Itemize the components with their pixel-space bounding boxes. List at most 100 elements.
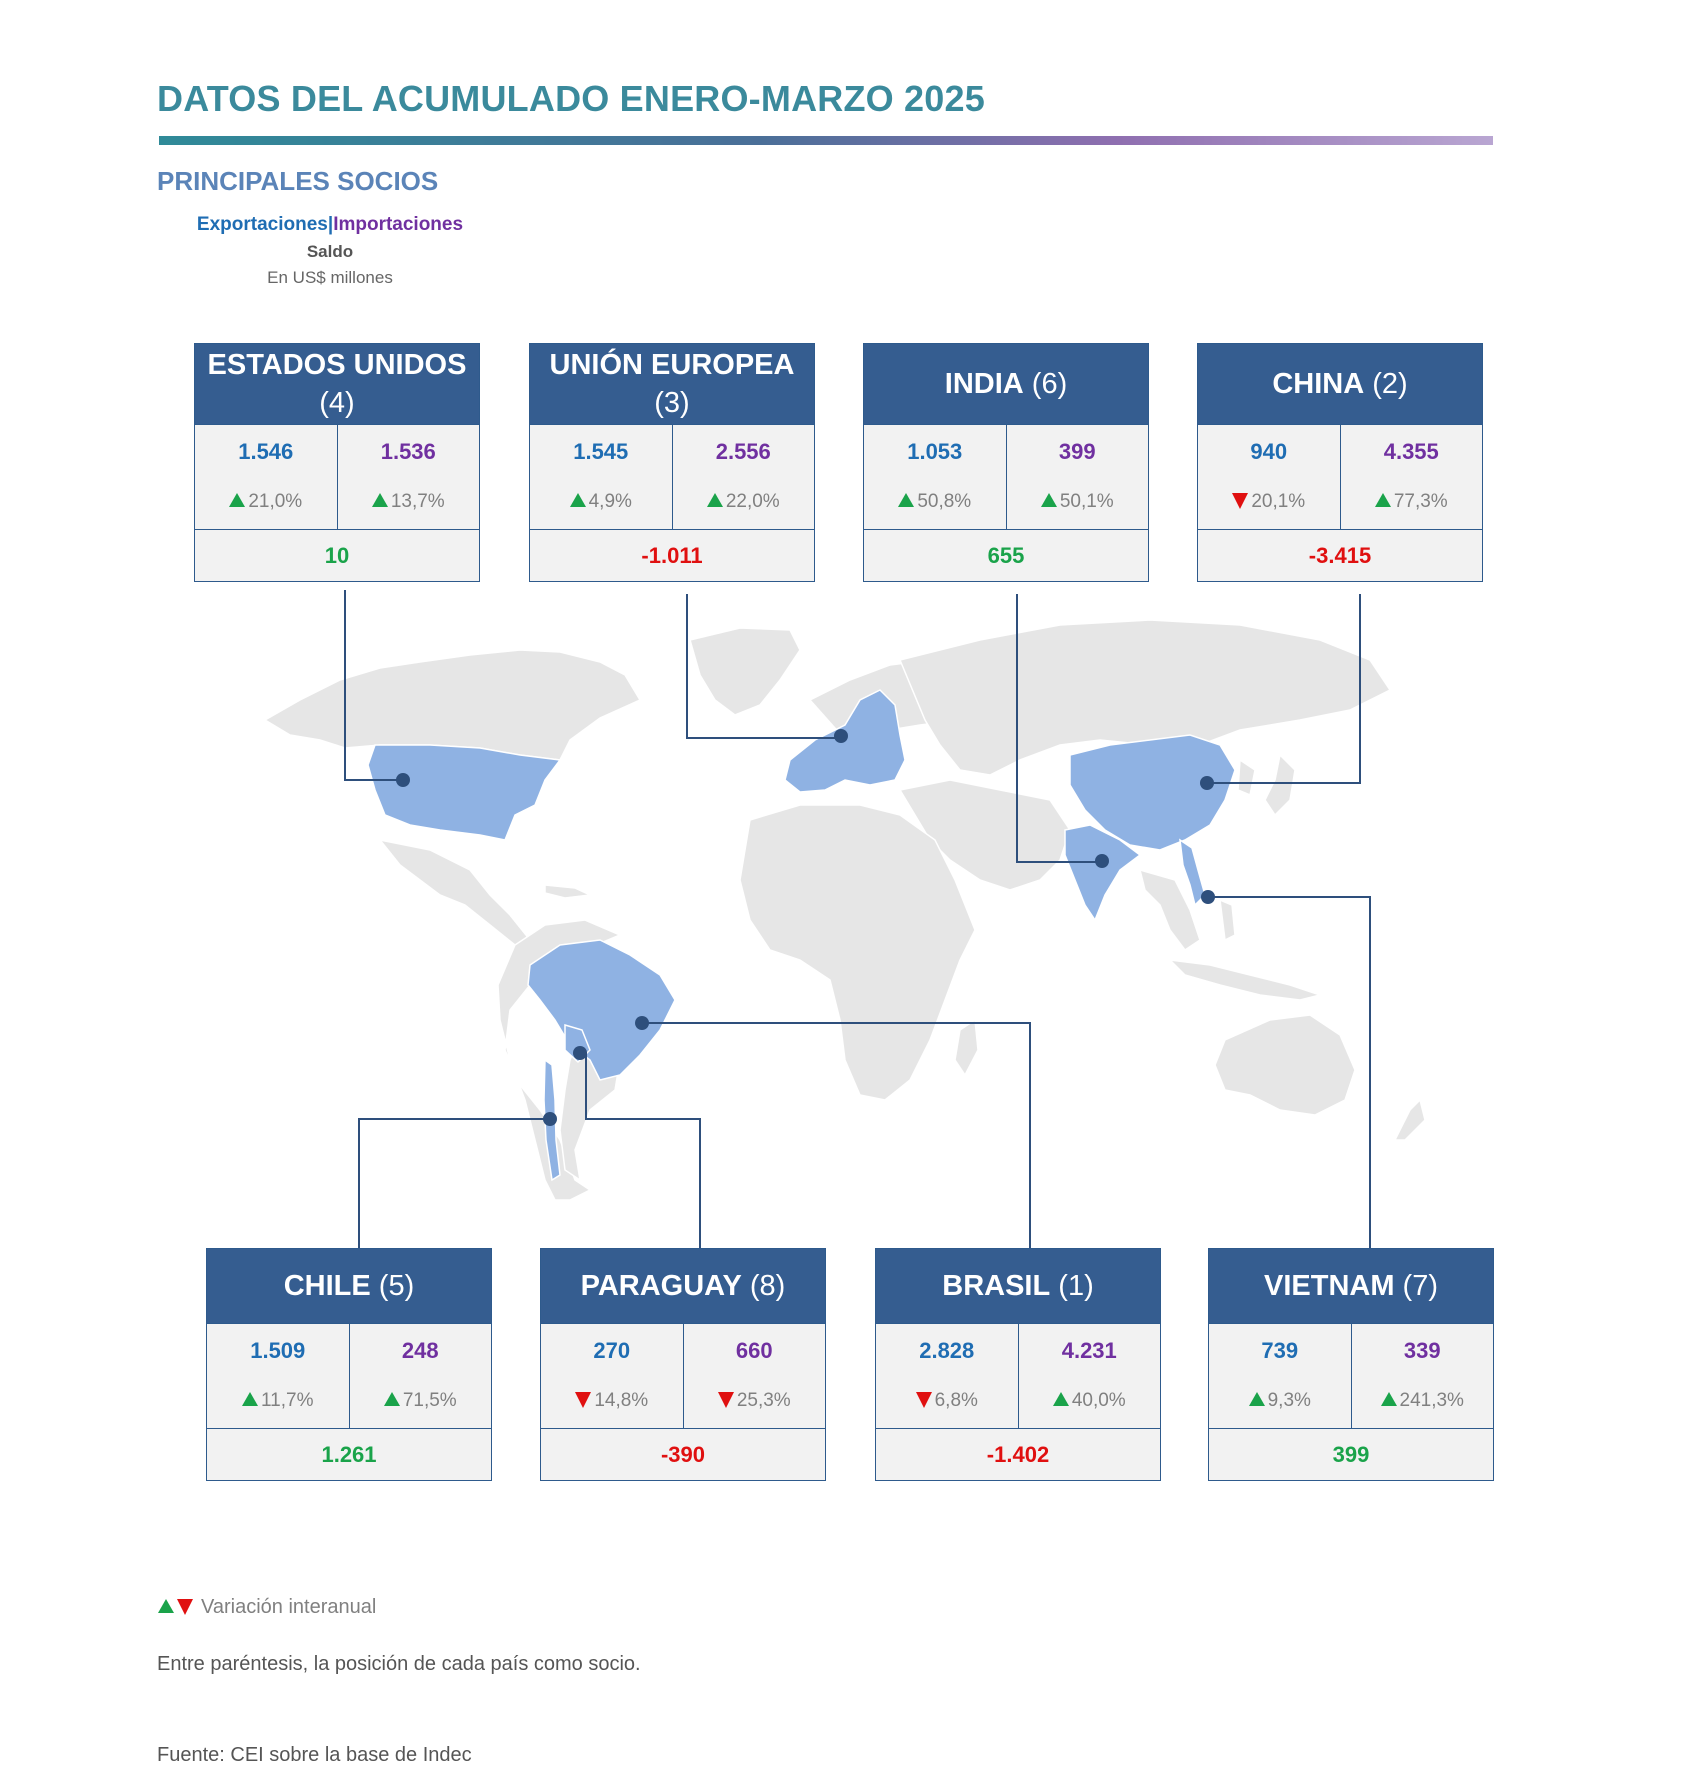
exports-variation: 4,9% [530, 491, 672, 513]
imports-value: 2.556 [715, 439, 771, 464]
legend-exports-label: Exportaciones [196, 214, 328, 235]
partner-header: ESTADOS UNIDOS (4) [195, 344, 479, 424]
arrow-up-icon [383, 1392, 400, 1406]
partner-name: VIETNAM [1263, 1270, 1395, 1302]
arrow-up-icon [371, 493, 388, 507]
exports-value: 1.546 [238, 439, 294, 464]
exports-value: 270 [593, 1338, 631, 1363]
balance-value: 1.261 [207, 1428, 491, 1480]
partner-rank: (6) [1031, 368, 1068, 400]
exports-variation: 50,8% [864, 491, 1006, 513]
title-divider [159, 136, 1493, 145]
balance-value: -3.415 [1198, 529, 1482, 581]
imports-cell: 2.556 22,0% [671, 425, 815, 529]
exports-cell: 940 20,1% [1198, 425, 1340, 529]
imports-variation: 25,3% [684, 1390, 826, 1412]
variation-legend-label: Variación interanual [201, 1596, 377, 1618]
exports-value: 739 [1261, 1338, 1299, 1363]
marker-eu [834, 729, 848, 743]
imports-cell: 4.231 40,0% [1017, 1324, 1161, 1428]
imports-variation: 77,3% [1341, 491, 1483, 513]
marker-vietnam [1201, 890, 1215, 904]
partner-rank: (3) [654, 387, 690, 419]
imports-variation: 40,0% [1019, 1390, 1161, 1412]
partner-name: ESTADOS UNIDOS [207, 349, 467, 381]
partner-rank: (1) [1058, 1270, 1094, 1302]
imports-cell: 399 50,1% [1005, 425, 1149, 529]
partner-markers [396, 729, 1215, 1126]
exports-cell: 739 9,3% [1209, 1324, 1351, 1428]
legend-units: En US$ millones [267, 268, 393, 287]
imports-value: 4.355 [1383, 439, 1439, 464]
arrow-down-icon [575, 1392, 592, 1408]
partner-header: VIETNAM (7) [1209, 1249, 1493, 1323]
imports-value: 399 [1058, 439, 1096, 464]
arrow-up-icon [1248, 1392, 1265, 1406]
rank-note: Entre paréntesis, la posición de cada pa… [157, 1653, 641, 1675]
arrow-up-icon [1374, 493, 1391, 507]
map-vietnam [1179, 838, 1206, 907]
partner-card-paraguay: PARAGUAY (8) 270 14,8% 660 25,3% -390 [540, 1248, 826, 1481]
exports-value: 1.545 [573, 439, 629, 464]
marker-india [1095, 854, 1109, 868]
balance-value: 399 [1209, 1428, 1493, 1480]
imports-variation: 13,7% [338, 491, 480, 513]
exports-value: 940 [1250, 439, 1288, 464]
partner-card-china: CHINA (2) 940 20,1% 4.355 77,3% -3.415 [1197, 343, 1483, 582]
partner-card-chile: CHILE (5) 1.509 11,7% 248 71,5% 1.261 [206, 1248, 492, 1481]
map-china [1069, 734, 1236, 851]
imports-variation: 50,1% [1007, 491, 1149, 513]
exports-variation: 14,8% [541, 1390, 683, 1412]
imports-variation: 22,0% [673, 491, 815, 513]
imports-cell: 4.355 77,3% [1339, 425, 1483, 529]
partner-name: PARAGUAY [580, 1270, 742, 1302]
values-legend: Exportaciones|Importaciones Saldo En US$… [160, 212, 500, 291]
arrow-up-icon [706, 493, 723, 507]
exports-cell: 1.509 11,7% [207, 1324, 349, 1428]
exports-value: 1.053 [907, 439, 963, 464]
partner-card-india: INDIA (6) 1.053 50,8% 399 50,1% 655 [863, 343, 1149, 582]
imports-value: 339 [1403, 1338, 1441, 1363]
exports-value: 1.509 [250, 1338, 306, 1363]
balance-value: 10 [195, 529, 479, 581]
variation-legend: Variación interanual [158, 1596, 376, 1619]
arrow-up-icon [1052, 1392, 1069, 1406]
arrow-up-icon [569, 493, 586, 507]
highlighted-countries [367, 689, 1236, 1182]
legend-balance-label: Saldo [306, 242, 354, 261]
map-chile [543, 1058, 561, 1182]
arrow-up-icon [158, 1599, 174, 1613]
arrow-down-icon [1232, 493, 1249, 509]
exports-cell: 1.546 21,0% [195, 425, 337, 529]
partner-rank: (8) [749, 1270, 786, 1302]
partner-rank: (4) [319, 387, 355, 419]
page-title: DATOS DEL ACUMULADO ENERO-MARZO 2025 [157, 78, 985, 119]
map-eu [784, 689, 906, 793]
arrow-up-icon [229, 493, 246, 507]
imports-variation: 71,5% [350, 1390, 492, 1412]
exports-variation: 9,3% [1209, 1390, 1351, 1412]
arrow-up-icon [898, 493, 915, 507]
imports-cell: 1.536 13,7% [336, 425, 480, 529]
exports-cell: 270 14,8% [541, 1324, 683, 1428]
map-paraguay [564, 1023, 591, 1064]
imports-cell: 248 71,5% [348, 1324, 492, 1428]
marker-usa [396, 773, 410, 787]
imports-variation: 241,3% [1352, 1390, 1494, 1412]
source-note: Fuente: CEI sobre la base de Indec [157, 1744, 472, 1766]
partner-card-eu: UNIÓN EUROPEA (3) 1.545 4,9% 2.556 22,0% … [529, 343, 815, 582]
partner-rank: (5) [378, 1270, 415, 1302]
exports-value: 2.828 [919, 1338, 975, 1363]
partner-header: CHILE (5) [207, 1249, 491, 1323]
exports-variation: 20,1% [1198, 491, 1340, 513]
exports-variation: 6,8% [876, 1390, 1018, 1412]
balance-value: -1.402 [876, 1428, 1160, 1480]
marker-china [1200, 776, 1214, 790]
exports-variation: 11,7% [207, 1390, 349, 1412]
balance-value: 655 [864, 529, 1148, 581]
marker-paraguay [573, 1046, 587, 1060]
marker-chile [543, 1112, 557, 1126]
map-brasil [527, 939, 676, 1081]
partner-name: CHILE [283, 1270, 371, 1302]
arrow-down-icon [915, 1392, 932, 1408]
